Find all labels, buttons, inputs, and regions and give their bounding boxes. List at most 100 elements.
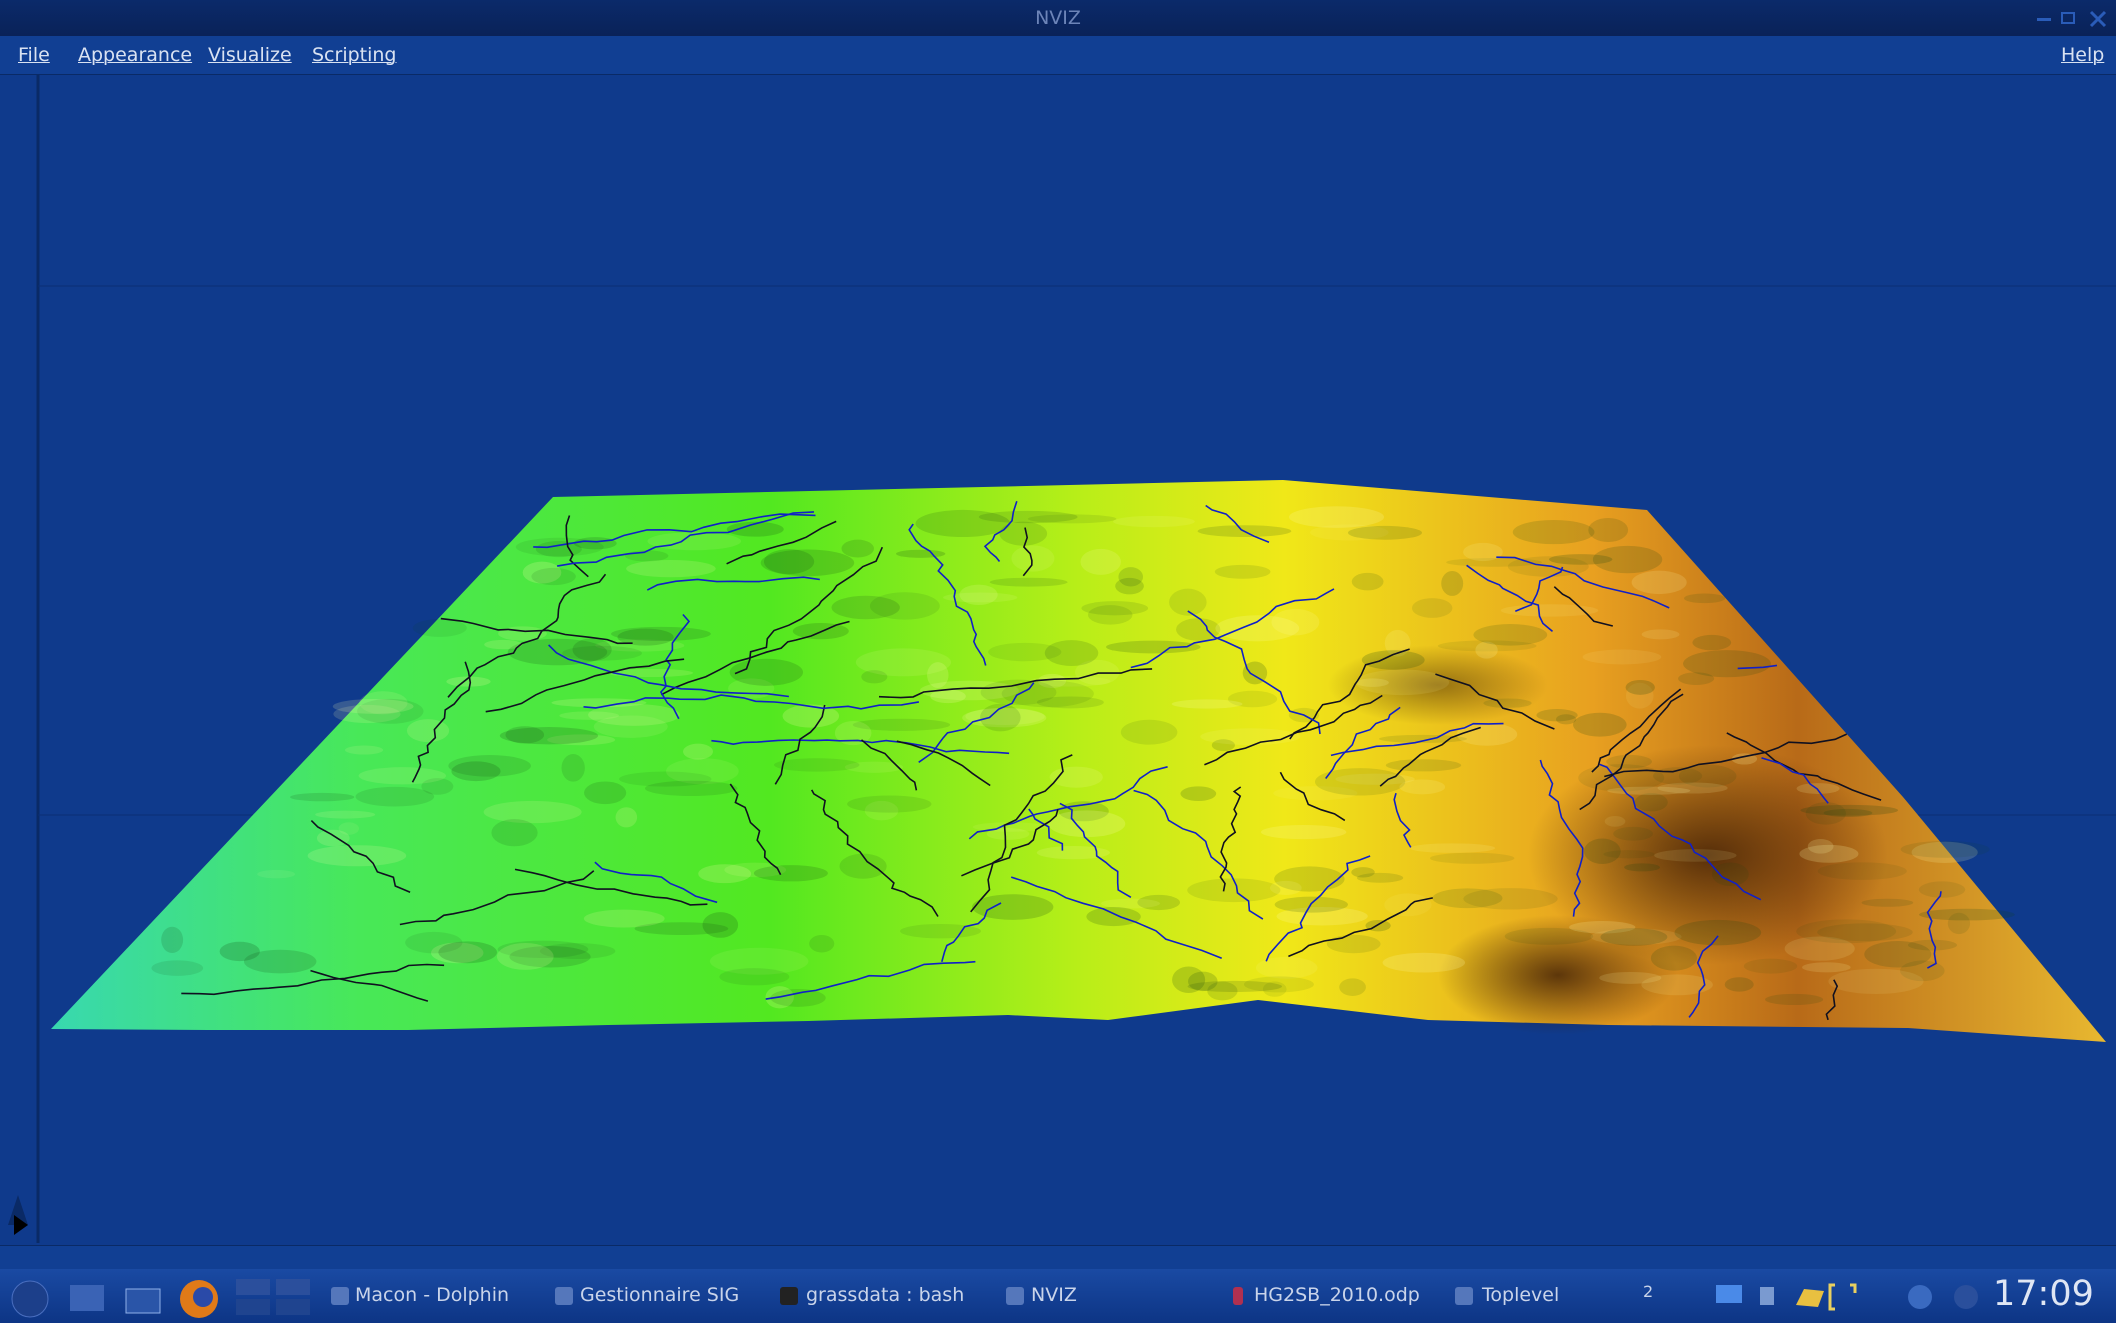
relief-shading [919, 680, 1019, 701]
relief-shading [507, 638, 608, 666]
relief-shading [1548, 554, 1613, 565]
relief-shading [861, 670, 888, 684]
menu-item[interactable]: File [18, 44, 50, 66]
task-button[interactable]: Macon - Dolphin [355, 1284, 510, 1306]
relief-shading [965, 707, 1045, 726]
window-buttons[interactable] [2035, 8, 2111, 30]
relief-shading [358, 767, 447, 785]
relief-shading [1029, 675, 1111, 687]
relief-shading [1692, 634, 1732, 651]
relief-shading [852, 718, 951, 731]
vector-line [1435, 673, 1555, 730]
relief-shading [584, 781, 627, 805]
vector-line [548, 644, 790, 698]
vector-line [1204, 694, 1383, 766]
relief-shading [1271, 608, 1320, 636]
launchers[interactable] [8, 1275, 328, 1319]
vector-line [908, 523, 987, 666]
relief-shading [1180, 786, 1217, 802]
relief-shading [1384, 629, 1411, 657]
relief-shading [634, 922, 729, 935]
task-button[interactable]: grassdata : bash [806, 1284, 965, 1306]
menu-item[interactable]: Visualize [208, 44, 292, 66]
relief-shading [1356, 872, 1404, 883]
menu-item[interactable]: Help [2061, 44, 2105, 66]
relief-shading [1678, 764, 1737, 788]
relief-shading [1169, 588, 1207, 616]
relief-shading [161, 926, 184, 954]
task-button[interactable]: Toplevel [1482, 1284, 1560, 1306]
window-title: NVIZ [1035, 7, 1081, 29]
relief-shading [927, 662, 949, 688]
relief-shading [1796, 783, 1840, 794]
vector-line [583, 694, 920, 710]
vector-line [1010, 876, 1222, 960]
task-button[interactable]: Gestionnaire SIG [580, 1284, 740, 1306]
relief-shading [1588, 518, 1629, 543]
relief-shading [1805, 802, 1847, 825]
relief-shading [1037, 673, 1067, 689]
relief-shading [1641, 629, 1680, 640]
vector-line [1553, 586, 1613, 627]
vector-line [565, 515, 589, 578]
relief-shading [962, 708, 1047, 728]
render-view[interactable] [8, 75, 2116, 1243]
relief-shading [831, 595, 900, 620]
vector-line [896, 740, 991, 787]
relief-shading [1385, 759, 1462, 772]
system-tray[interactable] [1700, 1279, 1980, 1315]
relief-shading [1409, 843, 1496, 853]
relief-shading [448, 755, 531, 777]
task-button[interactable]: HG2SB_2010.odp [1254, 1284, 1420, 1306]
relief-shading [847, 795, 932, 813]
relief-shading [1592, 545, 1663, 574]
vector-line [1330, 722, 1504, 757]
relief-shading [644, 780, 738, 797]
menu-item[interactable]: Scripting [312, 44, 397, 66]
relief-shading [1048, 810, 1126, 838]
task-icon [331, 1287, 349, 1305]
relief-shading [535, 541, 582, 558]
relief-shading [844, 761, 904, 773]
relief-shading [1583, 838, 1621, 865]
relief-shading [151, 960, 204, 976]
relief-shading [333, 704, 401, 724]
relief-shading [1625, 679, 1655, 695]
relief-shading [619, 771, 712, 787]
menu-bar: File Appearance Visualize Scripting Help [0, 36, 2116, 75]
relief-shading [1947, 912, 1971, 935]
relief-shading [290, 792, 355, 802]
relief-shading [1262, 981, 1287, 997]
title-bar: NVIZ [0, 0, 2116, 36]
relief-shading [1429, 852, 1515, 864]
relief-shading [1276, 907, 1368, 926]
relief-shading [1907, 939, 1957, 951]
pager[interactable]: 2 [1643, 1282, 1654, 1301]
relief-shading [1799, 844, 1859, 863]
relief-shading [1599, 971, 1662, 984]
relief-shading [307, 845, 407, 867]
relief-shading [1807, 839, 1834, 854]
relief-shading [834, 720, 872, 746]
vector-line [447, 573, 607, 698]
relief-shading [1227, 690, 1278, 708]
relief-shading [895, 549, 946, 558]
vector-line [310, 820, 411, 893]
relief-shading [666, 758, 739, 785]
relief-shading [1441, 570, 1464, 596]
task-button[interactable]: NVIZ [1031, 1284, 1077, 1306]
relief-shading [855, 648, 952, 677]
relief-shading [355, 786, 435, 807]
relief-shading [1861, 898, 1914, 907]
relief-shading [1382, 952, 1466, 973]
vector-line [399, 870, 595, 926]
relief-shading [1613, 826, 1653, 841]
vector-line [514, 868, 708, 906]
relief-shading [338, 822, 359, 835]
relief-shading [1463, 888, 1558, 910]
relief-shading [1817, 862, 1907, 880]
menu-item[interactable]: Appearance [78, 44, 193, 66]
vector-line [659, 613, 691, 720]
relief-shading [438, 941, 498, 964]
relief-shading [359, 691, 408, 715]
